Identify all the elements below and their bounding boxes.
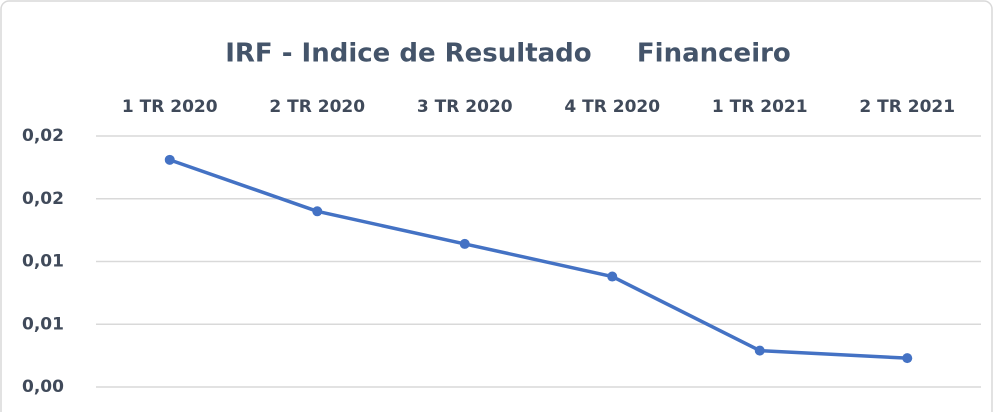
point xyxy=(607,271,618,282)
y-tick-label: 0,02 xyxy=(22,189,64,209)
y-tick-label: 0,02 xyxy=(22,126,64,146)
chart-title: IRF - Indice de Resultado Financeiro xyxy=(225,39,791,69)
point xyxy=(164,154,175,165)
x-tick-label: 1 TR 2021 xyxy=(712,97,808,117)
line xyxy=(169,158,908,360)
y-tick-label: 0,01 xyxy=(22,252,64,272)
point xyxy=(312,206,323,217)
point xyxy=(459,238,470,249)
y-tick-label: 0,01 xyxy=(22,314,64,334)
x-tick-label: 2 TR 2021 xyxy=(859,97,955,117)
x-tick-label: 4 TR 2020 xyxy=(564,97,660,117)
y-tick-label: 0,00 xyxy=(22,377,64,397)
x-tick-label: 3 TR 2020 xyxy=(417,97,513,117)
point xyxy=(754,345,765,356)
x-tick-label: 2 TR 2020 xyxy=(269,97,365,117)
x-tick-label: 1 TR 2020 xyxy=(122,97,218,117)
point xyxy=(902,353,913,364)
